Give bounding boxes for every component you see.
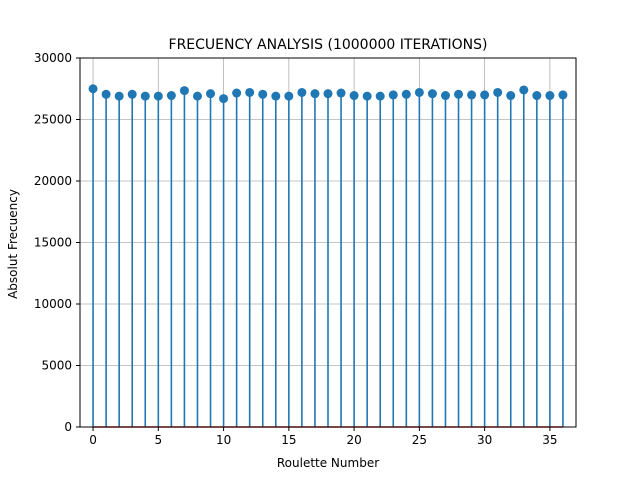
y-tick-label: 0 (64, 420, 72, 434)
stem-marker (532, 91, 542, 101)
stem-marker (127, 89, 137, 99)
y-tick-label: 30000 (34, 51, 72, 65)
x-tick-label: 35 (542, 433, 557, 447)
stem-marker (271, 91, 281, 101)
y-tick-label: 15000 (34, 236, 72, 250)
stem-marker (362, 91, 372, 101)
x-tick-label: 10 (216, 433, 231, 447)
stem-marker (232, 88, 242, 98)
chart-title: FRECUENCY ANALYSIS (1000000 ITERATIONS) (169, 37, 488, 53)
stem-marker (506, 91, 516, 101)
stem-marker (454, 89, 464, 99)
x-axis-label: Roulette Number (277, 456, 379, 470)
stem-marker (427, 89, 437, 99)
stem-marker (258, 89, 268, 99)
stems-layer (88, 84, 568, 428)
stem-marker (558, 90, 568, 100)
stem-marker (101, 89, 111, 99)
x-tick-label: 30 (477, 433, 492, 447)
y-axis-label: Absolut Frecuency (6, 189, 20, 299)
stem-marker (349, 91, 359, 101)
stem-marker (375, 91, 385, 101)
stem-marker (140, 91, 150, 101)
stem-marker (88, 84, 98, 94)
x-tick-label: 0 (89, 433, 97, 447)
ticks-layer: 0 5 10 15 20 25 30 35 0 5000 10000 15000 20000 25000 3… (34, 51, 558, 447)
x-tick-label: 15 (281, 433, 296, 447)
stem-marker (245, 87, 255, 97)
y-tick-label: 5000 (41, 359, 72, 373)
y-tick-label: 20000 (34, 174, 72, 188)
stem-marker (192, 91, 202, 101)
y-tick-label: 10000 (34, 297, 72, 311)
y-tick-label: 25000 (34, 113, 72, 127)
stem-marker (519, 85, 529, 95)
stem-marker (284, 91, 294, 101)
stem-marker (297, 87, 307, 97)
stem-marker (323, 89, 333, 99)
x-tick-label: 25 (412, 433, 427, 447)
stem-marker (467, 90, 477, 100)
stem-marker (493, 87, 503, 97)
stem-marker (336, 88, 346, 98)
stem-marker (114, 91, 124, 101)
x-tick-label: 5 (154, 433, 162, 447)
stem-marker (480, 90, 490, 100)
stem-marker (166, 91, 176, 101)
stem-marker (310, 89, 320, 99)
stem-marker (440, 91, 450, 101)
x-tick-label: 20 (346, 433, 361, 447)
stem-marker (545, 91, 555, 101)
stem-marker (219, 94, 229, 104)
stem-marker (179, 86, 189, 96)
stem-marker (401, 89, 411, 99)
stem-marker (153, 91, 163, 101)
stem-marker (414, 87, 424, 97)
stem-marker (388, 90, 398, 100)
stem-marker (206, 89, 216, 99)
